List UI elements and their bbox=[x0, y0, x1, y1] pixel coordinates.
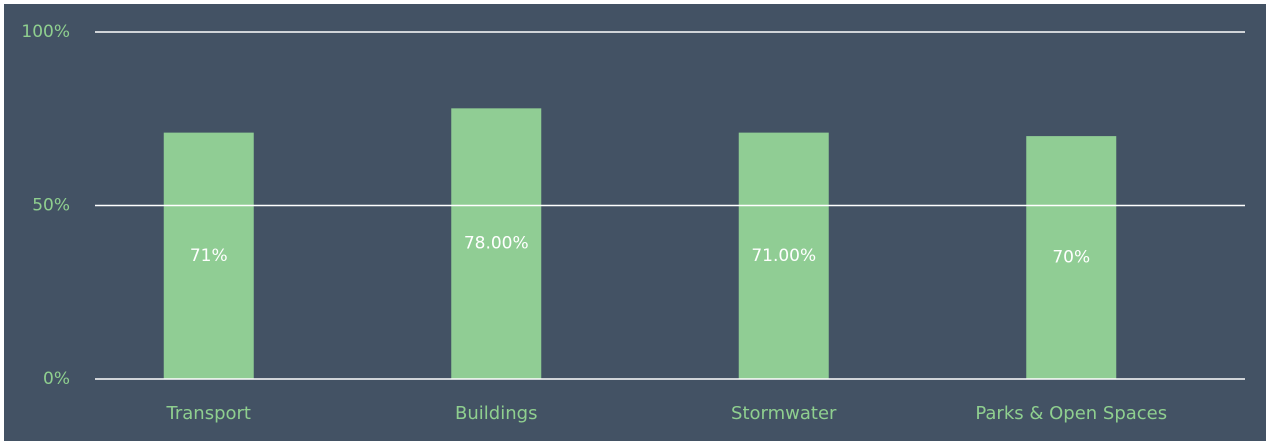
x-tick-label: Transport bbox=[166, 403, 251, 424]
y-tick-label: 100% bbox=[21, 22, 70, 42]
bar bbox=[163, 132, 254, 379]
x-tick-label: Parks & Open Spaces bbox=[975, 403, 1167, 424]
x-tick-label: Buildings bbox=[455, 403, 537, 424]
value-label: 71.00% bbox=[751, 246, 816, 266]
bar bbox=[738, 132, 829, 379]
x-tick-label: Stormwater bbox=[731, 403, 837, 424]
value-label: 70% bbox=[1052, 248, 1090, 268]
y-tick-label: 50% bbox=[32, 196, 70, 216]
value-label: 71% bbox=[190, 246, 228, 266]
bar bbox=[1026, 136, 1117, 379]
y-tick-label: 0% bbox=[43, 369, 70, 389]
bar bbox=[451, 108, 542, 379]
value-label: 78.00% bbox=[464, 234, 529, 254]
